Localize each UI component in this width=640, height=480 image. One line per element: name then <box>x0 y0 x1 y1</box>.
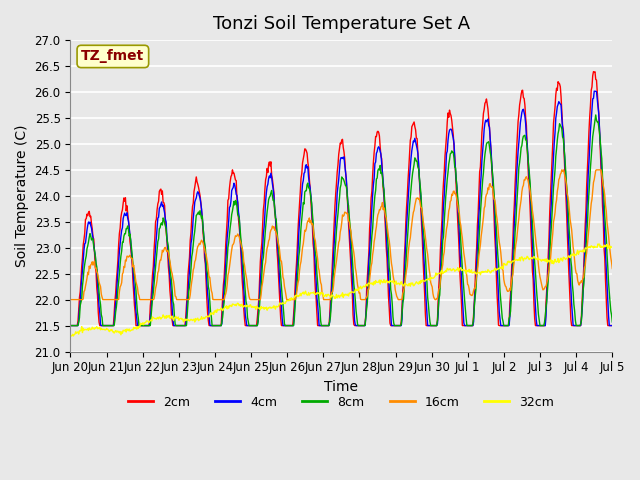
8cm <box>187 266 195 272</box>
32cm <box>407 280 415 286</box>
2cm <box>407 134 415 140</box>
8cm <box>67 323 74 328</box>
16cm <box>67 297 74 302</box>
8cm <box>423 279 431 285</box>
8cm <box>609 319 616 325</box>
32cm <box>76 328 84 334</box>
Y-axis label: Soil Temperature (C): Soil Temperature (C) <box>15 125 29 267</box>
4cm <box>423 308 431 314</box>
8cm <box>216 323 223 328</box>
4cm <box>187 240 195 246</box>
32cm <box>216 307 223 312</box>
8cm <box>407 186 415 192</box>
16cm <box>216 297 223 302</box>
X-axis label: Time: Time <box>324 380 358 394</box>
Line: 16cm: 16cm <box>70 170 612 300</box>
2cm <box>132 323 140 328</box>
2cm <box>187 230 195 236</box>
8cm <box>592 112 600 118</box>
32cm <box>67 333 74 339</box>
4cm <box>67 323 74 328</box>
8cm <box>76 302 84 308</box>
16cm <box>187 285 195 290</box>
32cm <box>132 325 140 331</box>
4cm <box>609 323 616 328</box>
2cm <box>67 323 74 328</box>
16cm <box>132 279 140 285</box>
Line: 4cm: 4cm <box>70 91 612 325</box>
4cm <box>132 309 140 314</box>
Text: TZ_fmet: TZ_fmet <box>81 49 145 63</box>
16cm <box>558 167 566 173</box>
32cm <box>187 316 195 322</box>
Line: 8cm: 8cm <box>70 115 612 325</box>
16cm <box>407 227 415 233</box>
8cm <box>132 288 140 294</box>
4cm <box>590 88 598 94</box>
32cm <box>609 245 616 251</box>
Title: Tonzi Soil Temperature Set A: Tonzi Soil Temperature Set A <box>212 15 470 33</box>
Line: 2cm: 2cm <box>70 72 612 325</box>
2cm <box>609 323 616 328</box>
16cm <box>76 297 84 302</box>
4cm <box>76 300 84 306</box>
32cm <box>594 241 602 247</box>
2cm <box>216 323 223 328</box>
2cm <box>589 69 597 74</box>
4cm <box>407 155 415 160</box>
Line: 32cm: 32cm <box>70 244 612 336</box>
2cm <box>423 323 431 328</box>
32cm <box>423 276 431 282</box>
16cm <box>423 247 431 253</box>
2cm <box>76 289 84 295</box>
16cm <box>609 265 616 271</box>
4cm <box>216 323 223 328</box>
Legend: 2cm, 4cm, 8cm, 16cm, 32cm: 2cm, 4cm, 8cm, 16cm, 32cm <box>124 391 559 414</box>
